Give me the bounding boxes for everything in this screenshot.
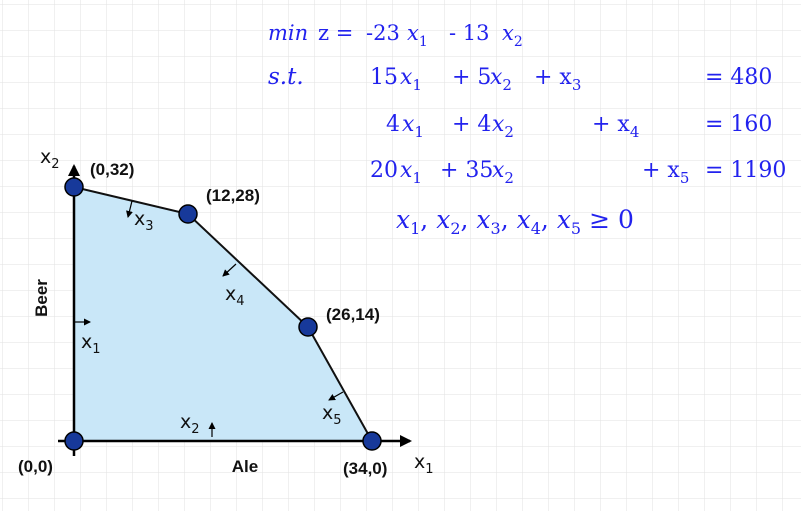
slack-label-x4: x4 [225, 283, 245, 309]
y-axis-variable: x2 [40, 146, 60, 172]
x-axis-label: Ale [232, 457, 258, 476]
slack-label-x1: x1 [81, 331, 101, 357]
slack-label-x2: x2 [180, 411, 200, 437]
vertex-34-0 [362, 431, 382, 451]
nonnegativity-row: x1, x2, x3, x4, x5 ≥ 0 [396, 205, 634, 238]
vertex-label-34-0: (34,0) [343, 459, 387, 478]
slack-arrow-x5 [328, 391, 344, 401]
x-axis-variable: x1 [414, 451, 434, 477]
vertex-0-0 [64, 431, 84, 451]
subject-to-label: s.t. [268, 64, 304, 90]
slack-arrow-x3 [126, 200, 133, 218]
y-axis-label: Beer [32, 279, 51, 317]
vertex-12-28 [178, 204, 198, 224]
vertex-label-0-32: (0,32) [90, 160, 134, 179]
feasible-region-graph: x1 x2 Ale Beer x1 x2 x3 x4 x5 (0,0) (0,3… [18, 146, 434, 478]
vertex-label-26-14: (26,14) [326, 305, 380, 324]
objective-row: min z = -23 x1 - 13 x2 [268, 21, 523, 51]
slack-label-x3: x3 [134, 208, 154, 234]
constraint-row-1: 15 x1 + 5 x2 + x3 = 480 [370, 65, 772, 96]
vertex-label-0-0: (0,0) [18, 457, 53, 476]
vertex-label-12-28: (12,28) [206, 186, 260, 205]
vertex-0-32 [64, 177, 84, 197]
slack-label-x5: x5 [322, 402, 342, 428]
constraint-row-3: 20 x1 + 35 x2 + x5 = 1190 [370, 158, 786, 189]
constraint-row-2: 4 x1 + 4 x2 + x4 = 160 [386, 112, 772, 143]
lp-model: min z = -23 x1 - 13 x2 s.t. 15 x1 + 5 x2… [268, 21, 786, 238]
vertex-26-14 [298, 317, 318, 337]
slack-arrow-x4 [222, 263, 237, 277]
